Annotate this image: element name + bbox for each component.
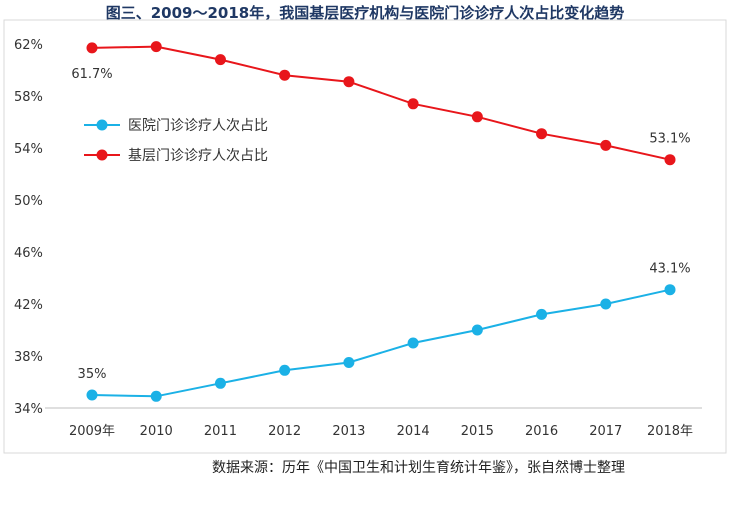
data-label: 35%	[78, 367, 107, 382]
x-tick-label: 2011	[204, 424, 237, 439]
data-point	[407, 98, 419, 110]
x-tick-label: 2018年	[647, 424, 693, 439]
data-point	[343, 76, 355, 88]
series-line-1	[91, 45, 671, 161]
data-point	[150, 390, 162, 402]
y-tick-label: 58%	[14, 90, 43, 105]
data-point	[600, 139, 612, 151]
chart-frame	[3, 19, 727, 454]
series-layer	[86, 41, 676, 402]
data-labels: 35% 43.1% 61.7% 53.1%	[71, 67, 690, 382]
legend-marker	[96, 119, 108, 131]
y-tick-label: 38%	[14, 350, 43, 365]
data-point	[279, 69, 291, 81]
y-axis-ticks: 34% 38% 42% 46% 50% 54% 58% 62%	[14, 38, 43, 417]
legend-label: 医院门诊诊疗人次占比	[128, 118, 268, 134]
legend-label: 基层门诊诊疗人次占比	[128, 147, 268, 164]
chart-title: 图三、2009～2018年，我国基层医疗机构与医院门诊诊疗人次占比变化趋势	[105, 4, 625, 22]
y-tick-label: 50%	[14, 194, 43, 209]
x-tick-label: 2015	[461, 424, 494, 439]
data-point	[471, 111, 483, 123]
data-point	[664, 284, 676, 296]
data-point	[214, 377, 226, 389]
x-tick-label: 2010	[140, 424, 173, 439]
data-point	[150, 41, 162, 53]
source-note: 数据来源：历年《中国卫生和计划生育统计年鉴》，张自然博士整理	[212, 460, 625, 476]
x-tick-label: 2017	[589, 424, 622, 439]
y-tick-label: 46%	[14, 246, 43, 261]
data-point	[214, 54, 226, 66]
data-point	[471, 324, 483, 336]
data-point	[664, 154, 676, 166]
legend-marker	[96, 149, 108, 161]
data-point	[600, 298, 612, 310]
data-point	[86, 389, 98, 401]
data-point	[536, 308, 548, 320]
data-label: 53.1%	[649, 132, 690, 147]
data-point	[407, 337, 419, 349]
x-tick-label: 2013	[332, 424, 365, 439]
data-point	[279, 364, 291, 376]
y-tick-label: 62%	[14, 38, 43, 53]
data-point	[86, 42, 98, 54]
x-tick-label: 2012	[268, 424, 301, 439]
data-point	[536, 128, 548, 140]
series-line-0	[91, 288, 671, 398]
data-label: 61.7%	[71, 67, 112, 82]
y-tick-label: 42%	[14, 298, 43, 313]
x-tick-label: 2016	[525, 424, 558, 439]
y-tick-label: 54%	[14, 142, 43, 157]
y-tick-label: 34%	[14, 402, 43, 417]
x-tick-label: 2014	[397, 424, 430, 439]
x-tick-label: 2009年	[69, 424, 115, 439]
data-point	[343, 357, 355, 368]
data-label: 43.1%	[649, 262, 690, 277]
x-axis-ticks: 2009年 2010 2011 2012 2013 2014 2015 2016 2017 201…	[69, 424, 693, 439]
